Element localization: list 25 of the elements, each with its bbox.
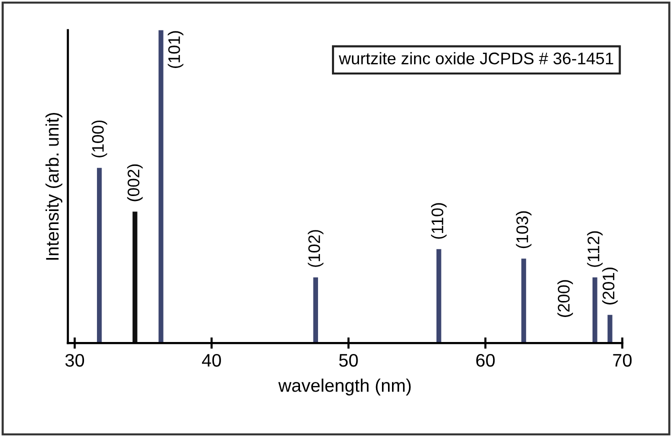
x-axis-title: wavelength (nm) [278,378,411,396]
annotation: (112) [587,231,603,267]
annotation: (110) [431,203,447,239]
bar [436,249,442,344]
x-tick-label: 50 [339,354,358,367]
y-axis-title: Intensity (arb. unit) [45,112,62,260]
x-tick-label: 40 [202,354,221,367]
bar [313,277,318,344]
annotation: (102) [308,230,324,267]
bar [96,168,102,344]
bar [132,212,138,344]
annotation: (002) [127,164,143,202]
x-tick-label: 60 [476,354,495,367]
annotation: (103) [516,211,532,248]
x-tick-label: 30 [65,354,84,367]
bar [521,258,526,344]
annotation: (200) [557,280,573,317]
annotation: wurtzite zinc oxide JCPDS # 36-1451 [338,52,614,64]
annotation: (101) [168,31,184,68]
x-tick-label: 70 [613,354,632,367]
bar [608,314,612,344]
bar [592,277,598,344]
annotation: (100) [92,120,108,158]
annotation: (201) [602,268,618,304]
bar [158,30,164,344]
